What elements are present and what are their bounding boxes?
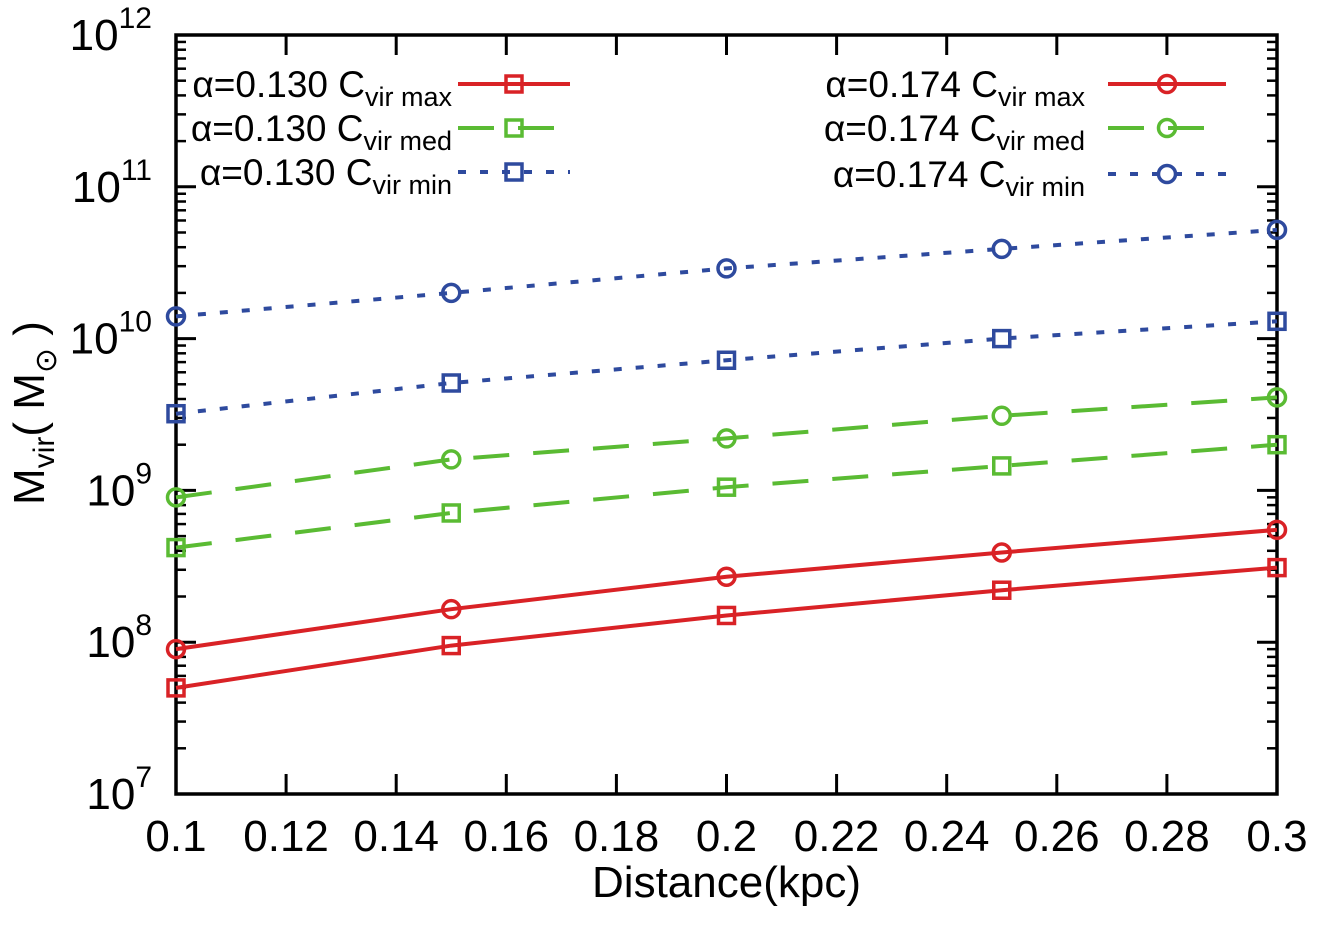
- legend-entry-a0130-cvir-min: α=0.130 Cvir min: [200, 152, 570, 200]
- legend-entry-a0130-cvir-max: α=0.130 Cvir max: [192, 64, 570, 112]
- data-point-circle-marker: [1156, 117, 1178, 139]
- data-point-circle-marker: [716, 258, 737, 279]
- data-point-square-marker: [166, 537, 186, 558]
- legend-entry-a0174-cvir-min: α=0.174 Cvir min: [833, 154, 1226, 202]
- data-point-circle-marker: [991, 542, 1012, 563]
- legend-label: α=0.174 Cvir max: [825, 64, 1085, 112]
- data-point-square-marker: [166, 678, 186, 698]
- data-point-circle-marker: [165, 638, 187, 660]
- series-markers-a0130-cvir-med: [166, 434, 1287, 558]
- x-axis-tick-labels: 0.1 0.12 0.14 0.16 0.18 0.2 0.22 0.24 0.26 0.28 0.…: [145, 812, 1307, 861]
- series-markers-a0130-cvir-max: [166, 557, 1287, 698]
- series-line-a0174-cvir-max: [175, 527, 1278, 652]
- legend-label: α=0.174 Cvir min: [833, 154, 1085, 202]
- x-tick-label: 0.22: [794, 812, 880, 861]
- series-line-a0130-cvir-med: [175, 442, 1278, 550]
- x-tick-label: 0.16: [463, 812, 549, 861]
- x-tick-label: 0.1: [145, 812, 206, 861]
- data-point-square-marker: [992, 456, 1012, 476]
- series-line-a0174-cvir-med: [175, 395, 1278, 500]
- x-axis-ticks: [174, 35, 1279, 794]
- data-point-square-marker: [441, 373, 461, 393]
- legend-entry-a0174-cvir-med: α=0.174 Cvir med: [824, 108, 1226, 156]
- legend-label: α=0.130 Cvir med: [191, 108, 452, 156]
- data-point-square-marker: [1267, 557, 1287, 578]
- series-line-a0130-cvir-min: [175, 319, 1278, 416]
- data-point-circle-marker: [991, 405, 1012, 427]
- legend-label: α=0.130 Cvir max: [192, 64, 452, 112]
- data-point-circle-marker: [1156, 73, 1178, 95]
- data-point-square-marker: [1267, 311, 1287, 332]
- data-point-circle-marker: [165, 306, 187, 327]
- y-tick-label: 109: [86, 457, 152, 515]
- data-point-circle-marker: [441, 282, 462, 304]
- legend-entry-a0174-cvir-max: α=0.174 Cvir max: [825, 64, 1226, 112]
- legend-label: α=0.174 Cvir med: [824, 108, 1085, 156]
- data-point-square-marker: [166, 403, 186, 424]
- legend-label: α=0.130 Cvir min: [200, 152, 452, 200]
- data-point-square-marker: [992, 328, 1012, 349]
- data-point-square-marker: [441, 503, 461, 523]
- x-tick-label: 0.24: [904, 812, 990, 861]
- data-point-square-marker: [716, 350, 737, 371]
- x-tick-label: 0.28: [1124, 812, 1210, 861]
- x-tick-label: 0.14: [353, 812, 439, 861]
- series-markers-a0174-cvir-med: [165, 387, 1288, 508]
- data-point-circle-marker: [716, 566, 737, 587]
- data-point-square-marker: [716, 605, 737, 626]
- x-tick-label: 0.3: [1246, 812, 1307, 861]
- x-tick-label: 0.18: [574, 812, 660, 861]
- data-point-circle-marker: [165, 487, 187, 508]
- data-point-square-marker: [504, 118, 524, 138]
- data-point-square-marker: [992, 580, 1012, 600]
- y-axis-tick-labels: 107 108 109 1010 1011 1012: [70, 2, 152, 819]
- y-tick-label: 107: [86, 761, 152, 819]
- y-axis-title: Mvir( M⊙ ): [5, 321, 63, 505]
- x-tick-label: 0.2: [696, 812, 757, 861]
- y-tick-label: 1011: [72, 154, 152, 212]
- data-point-circle-marker: [441, 598, 462, 620]
- legend-entry-a0130-cvir-med: α=0.130 Cvir med: [191, 108, 570, 156]
- data-point-circle-marker: [1156, 163, 1178, 185]
- data-point-circle-marker: [441, 449, 462, 470]
- data-point-square-marker: [716, 477, 737, 497]
- data-point-circle-marker: [1266, 219, 1288, 241]
- y-tick-label: 108: [86, 609, 152, 667]
- data-point-circle-marker: [991, 238, 1012, 260]
- data-point-circle-marker: [716, 428, 737, 449]
- x-tick-label: 0.12: [243, 812, 329, 861]
- series-markers-a0130-cvir-min: [166, 311, 1287, 424]
- series-markers-a0174-cvir-max: [165, 519, 1288, 660]
- x-axis-title: Distance(kpc): [592, 858, 861, 907]
- series-markers-a0174-cvir-min: [165, 219, 1288, 327]
- x-tick-label: 0.26: [1014, 812, 1100, 861]
- y-tick-label: 1012: [70, 2, 152, 60]
- data-point-circle-marker: [1266, 387, 1288, 408]
- series-line-a0130-cvir-max: [175, 565, 1278, 690]
- data-point-square-marker: [504, 162, 524, 182]
- data-point-square-marker: [504, 74, 524, 94]
- data-point-square-marker: [441, 635, 461, 656]
- data-point-square-marker: [1267, 434, 1287, 455]
- data-point-circle-marker: [1266, 519, 1288, 541]
- y-tick-label: 1010: [70, 306, 152, 364]
- series-line-a0174-cvir-min: [175, 227, 1278, 319]
